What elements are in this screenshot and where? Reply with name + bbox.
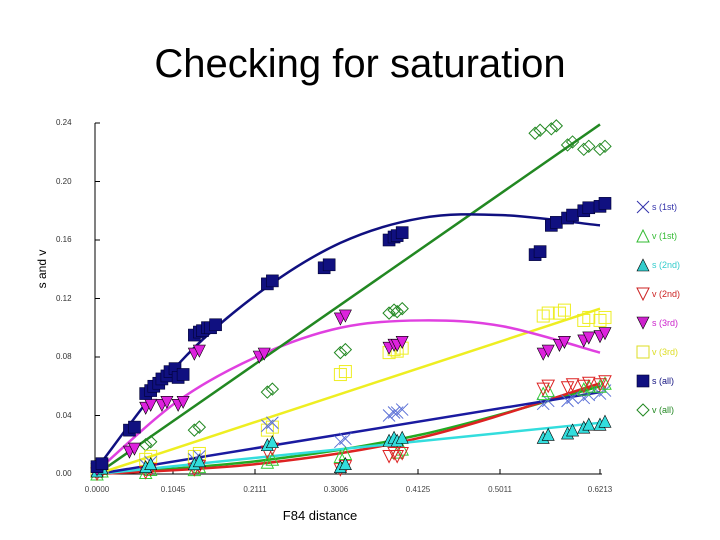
legend-label: s (3rd) <box>652 318 679 328</box>
fit-line <box>96 382 601 476</box>
x-tick-label: 0.3006 <box>323 485 349 494</box>
legend-label: v (all) <box>652 405 674 415</box>
square-filled-marker-icon <box>636 374 650 388</box>
y-tick-label: 0.24 <box>56 118 72 127</box>
x-tick-label: 0.5011 <box>488 485 512 494</box>
legend-label: s (all) <box>652 376 674 386</box>
fit-line <box>96 123 601 476</box>
legend-item: v (1st) <box>636 229 677 243</box>
x-tick-label: 0.6213 <box>587 485 613 494</box>
series-s-3rd- <box>90 309 612 477</box>
legend-item: s (all) <box>636 374 674 388</box>
legend-item: v (all) <box>636 403 674 417</box>
y-tick-label: 0.00 <box>56 469 72 478</box>
legend-item: v (2nd) <box>636 287 680 301</box>
triangle-open-marker-icon <box>636 229 650 243</box>
legend-label: v (2nd) <box>652 289 681 299</box>
x-tick-label: 0.4125 <box>405 485 431 494</box>
x-marker-icon <box>636 200 650 214</box>
y-tick-label: 0.12 <box>56 293 72 303</box>
legend-label: v (3rd) <box>652 347 679 357</box>
series-s-2nd- <box>90 414 612 478</box>
y-tick-label: 0.16 <box>56 235 72 244</box>
diamond-open-marker-icon <box>636 403 650 417</box>
x-tick-label: 0.1045 <box>160 485 186 494</box>
legend-item: v (3rd) <box>636 345 678 359</box>
y-tick-label: 0.04 <box>56 410 72 420</box>
legend-item: s (1st) <box>636 200 677 214</box>
series-s-all- <box>90 197 612 473</box>
x-tick-label: 0.2111 <box>243 485 267 494</box>
chart-title: Checking for saturation <box>154 42 566 86</box>
legend-item: s (3rd) <box>636 316 678 330</box>
fit-line <box>96 421 601 476</box>
y-tick-label: 0.20 <box>56 176 72 186</box>
fit-line <box>96 390 601 476</box>
legend-item: s (2nd) <box>636 258 680 272</box>
triangle-down-filled-marker-icon <box>636 316 650 330</box>
x-tick-label: 0.0000 <box>84 485 110 494</box>
legend-label: v (1st) <box>652 231 678 241</box>
legend-label: s (1st) <box>652 202 678 212</box>
fit-line <box>96 307 601 476</box>
y-axis-label: s and v <box>35 249 49 289</box>
legend-label: s (2nd) <box>652 260 681 270</box>
x-axis-label: F84 distance <box>282 508 358 523</box>
triangle-filled-marker-icon <box>636 258 650 272</box>
square-open-marker-icon <box>636 345 650 359</box>
y-tick-label: 0.08 <box>56 352 72 361</box>
triangle-down-open-marker-icon <box>636 287 650 301</box>
